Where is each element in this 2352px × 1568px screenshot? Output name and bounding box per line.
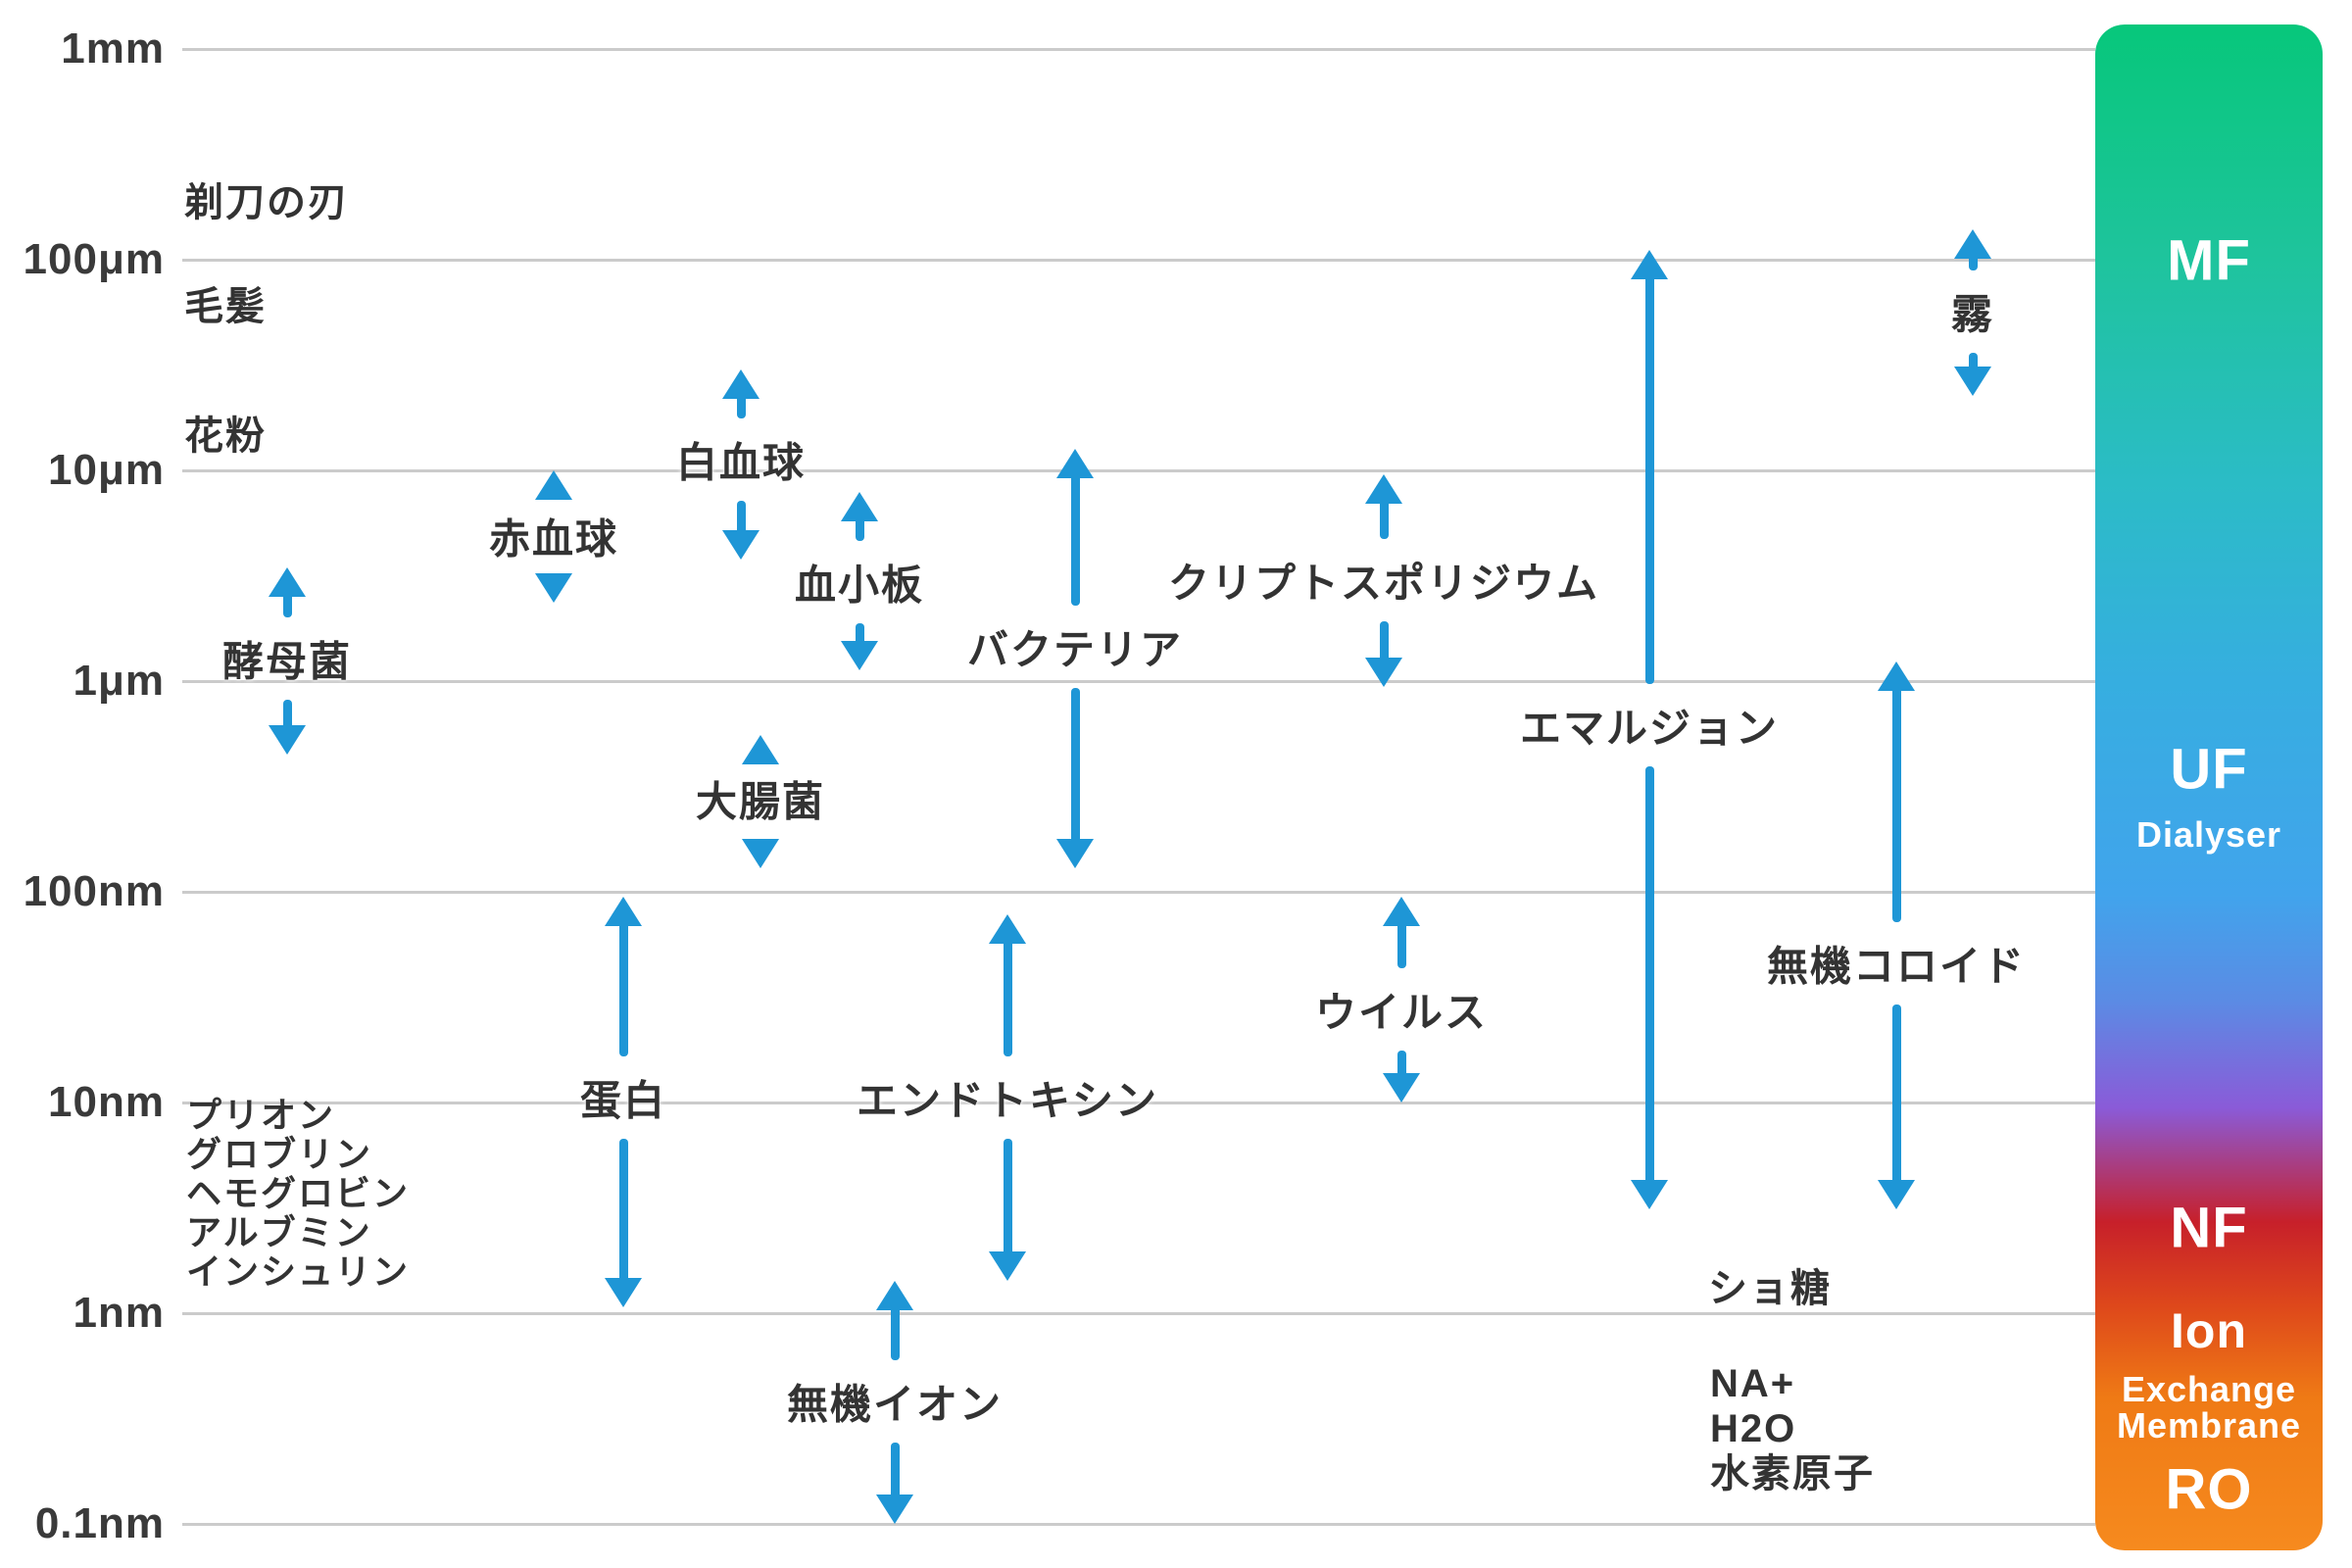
range-arrowhead-bottom-cryptosporidium bbox=[1365, 658, 1402, 688]
annotation-5: NA+ H2O 水素原子 bbox=[1710, 1362, 1875, 1495]
range-arrowhead-bottom-protein bbox=[605, 1277, 642, 1307]
axis-tick-1μm: 1μm bbox=[73, 657, 165, 705]
membrane-process-gradient-bar bbox=[2095, 24, 2323, 1550]
membrane-label-Dialyser: Dialyser bbox=[2135, 814, 2282, 855]
range-shaft-lower-white-blood-cell bbox=[736, 501, 746, 535]
membrane-label-RO: RO bbox=[2165, 1457, 2253, 1522]
range-shaft-upper-virus bbox=[1396, 921, 1406, 968]
axis-tick-10nm: 10nm bbox=[48, 1078, 165, 1126]
range-shaft-lower-emulsion bbox=[1644, 766, 1654, 1185]
range-arrowhead-bottom-red-blood-cell bbox=[535, 572, 572, 603]
range-label-white-blood-cell: 白血球 bbox=[675, 439, 807, 486]
range-arrowhead-top-virus bbox=[1383, 896, 1420, 926]
range-shaft-upper-cryptosporidium bbox=[1379, 499, 1389, 539]
range-label-emulsion: エマルジョン bbox=[1519, 705, 1780, 752]
range-shaft-upper-protein bbox=[618, 921, 628, 1056]
gridline-10nm bbox=[182, 1101, 2095, 1104]
range-arrowhead-top-protein bbox=[605, 896, 642, 926]
range-label-inorganic-ion: 無機イオン bbox=[786, 1381, 1004, 1428]
range-arrowhead-top-inorganic-ion bbox=[876, 1281, 913, 1311]
range-shaft-upper-fog bbox=[1968, 255, 1978, 270]
range-shaft-lower-endotoxin bbox=[1003, 1139, 1012, 1255]
axis-tick-1nm: 1nm bbox=[73, 1289, 165, 1337]
range-shaft-lower-fog bbox=[1968, 353, 1978, 371]
range-label-virus: ウイルス bbox=[1314, 989, 1489, 1036]
range-shaft-lower-bacteria bbox=[1070, 688, 1080, 843]
range-label-bacteria: バクテリア bbox=[966, 626, 1184, 673]
range-arrowhead-bottom-e-coli bbox=[742, 838, 779, 868]
range-shaft-lower-inorganic-ion bbox=[890, 1443, 900, 1498]
annotation-2: 花粉 bbox=[184, 415, 267, 458]
range-shaft-upper-inorganic-ion bbox=[890, 1306, 900, 1360]
range-arrowhead-bottom-endotoxin bbox=[989, 1250, 1026, 1281]
range-arrowhead-top-fog bbox=[1954, 229, 1991, 260]
range-label-fog: 霧 bbox=[1950, 291, 1995, 338]
range-shaft-lower-platelet bbox=[855, 623, 864, 645]
range-shaft-lower-yeast bbox=[282, 700, 292, 729]
range-arrowhead-bottom-emulsion bbox=[1631, 1180, 1668, 1210]
range-arrowhead-top-endotoxin bbox=[989, 914, 1026, 945]
range-arrowhead-top-white-blood-cell bbox=[722, 369, 760, 400]
axis-tick-100nm: 100nm bbox=[23, 867, 165, 915]
axis-tick-1mm: 1mm bbox=[61, 24, 165, 73]
membrane-label-Exchange: Exchange bbox=[2121, 1369, 2297, 1409]
annotation-4: ショ糖 bbox=[1708, 1267, 1832, 1310]
range-shaft-upper-emulsion bbox=[1644, 275, 1654, 684]
range-label-cryptosporidium: クリプトスポリジウム bbox=[1167, 560, 1600, 607]
range-arrowhead-top-inorganic-colloid bbox=[1878, 661, 1915, 691]
membrane-label-Ion: Ion bbox=[2171, 1303, 2247, 1358]
range-label-inorganic-colloid: 無機コロイド bbox=[1766, 943, 2027, 990]
gridline-0.1nm bbox=[182, 1522, 2095, 1526]
annotation-1: 毛髪 bbox=[184, 285, 267, 328]
range-arrowhead-bottom-inorganic-colloid bbox=[1878, 1180, 1915, 1210]
range-arrowhead-top-yeast bbox=[269, 567, 306, 598]
gridline-100nm bbox=[182, 890, 2095, 894]
range-arrowhead-bottom-white-blood-cell bbox=[722, 530, 760, 561]
axis-tick-100μm: 100μm bbox=[23, 235, 165, 283]
range-arrowhead-top-bacteria bbox=[1056, 449, 1094, 479]
axis-tick-0.1nm: 0.1nm bbox=[34, 1499, 165, 1547]
range-label-endotoxin: エンドトキシン bbox=[856, 1077, 1159, 1124]
range-arrowhead-bottom-bacteria bbox=[1056, 838, 1094, 868]
membrane-label-UF: UF bbox=[2170, 737, 2248, 802]
range-arrowhead-top-emulsion bbox=[1631, 250, 1668, 280]
range-label-red-blood-cell: 赤血球 bbox=[488, 515, 619, 563]
range-arrowhead-top-cryptosporidium bbox=[1365, 473, 1402, 504]
range-arrowhead-top-e-coli bbox=[742, 734, 779, 764]
range-label-protein: 蛋白 bbox=[579, 1077, 667, 1124]
range-arrowhead-bottom-platelet bbox=[841, 640, 878, 670]
annotation-0: 剃刀の刃 bbox=[184, 181, 349, 224]
gridline-10μm bbox=[182, 468, 2095, 472]
range-shaft-lower-virus bbox=[1396, 1051, 1406, 1077]
gridline-1nm bbox=[182, 1311, 2095, 1315]
axis-tick-10μm: 10μm bbox=[48, 446, 165, 494]
range-shaft-upper-endotoxin bbox=[1003, 940, 1012, 1056]
range-shaft-upper-inorganic-colloid bbox=[1891, 686, 1901, 922]
gridline-100μm bbox=[182, 258, 2095, 262]
range-arrowhead-top-red-blood-cell bbox=[535, 470, 572, 500]
range-shaft-upper-platelet bbox=[855, 517, 864, 541]
membrane-label-Membrane: Membrane bbox=[2116, 1405, 2302, 1446]
range-shaft-lower-inorganic-colloid bbox=[1891, 1004, 1901, 1185]
range-shaft-upper-white-blood-cell bbox=[736, 395, 746, 418]
annotation-3: プリオン グロブリン ヘモグロビン アルブミン インシュリン bbox=[186, 1095, 411, 1292]
range-arrowhead-bottom-yeast bbox=[269, 724, 306, 755]
range-shaft-lower-protein bbox=[618, 1139, 628, 1282]
range-arrowhead-bottom-fog bbox=[1954, 367, 1991, 397]
range-shaft-lower-cryptosporidium bbox=[1379, 621, 1389, 662]
membrane-label-MF: MF bbox=[2167, 228, 2251, 293]
range-shaft-upper-yeast bbox=[282, 593, 292, 617]
range-label-platelet: 血小板 bbox=[794, 562, 925, 609]
membrane-label-NF: NF bbox=[2170, 1196, 2248, 1260]
gridline-1mm bbox=[182, 47, 2095, 51]
range-shaft-upper-bacteria bbox=[1070, 474, 1080, 606]
range-arrowhead-top-platelet bbox=[841, 492, 878, 521]
range-label-yeast: 酵母菌 bbox=[221, 638, 353, 685]
range-label-e-coli: 大腸菌 bbox=[695, 778, 826, 825]
range-arrowhead-bottom-virus bbox=[1383, 1073, 1420, 1102]
gridline-1μm bbox=[182, 679, 2095, 683]
range-arrowhead-bottom-inorganic-ion bbox=[876, 1494, 913, 1524]
